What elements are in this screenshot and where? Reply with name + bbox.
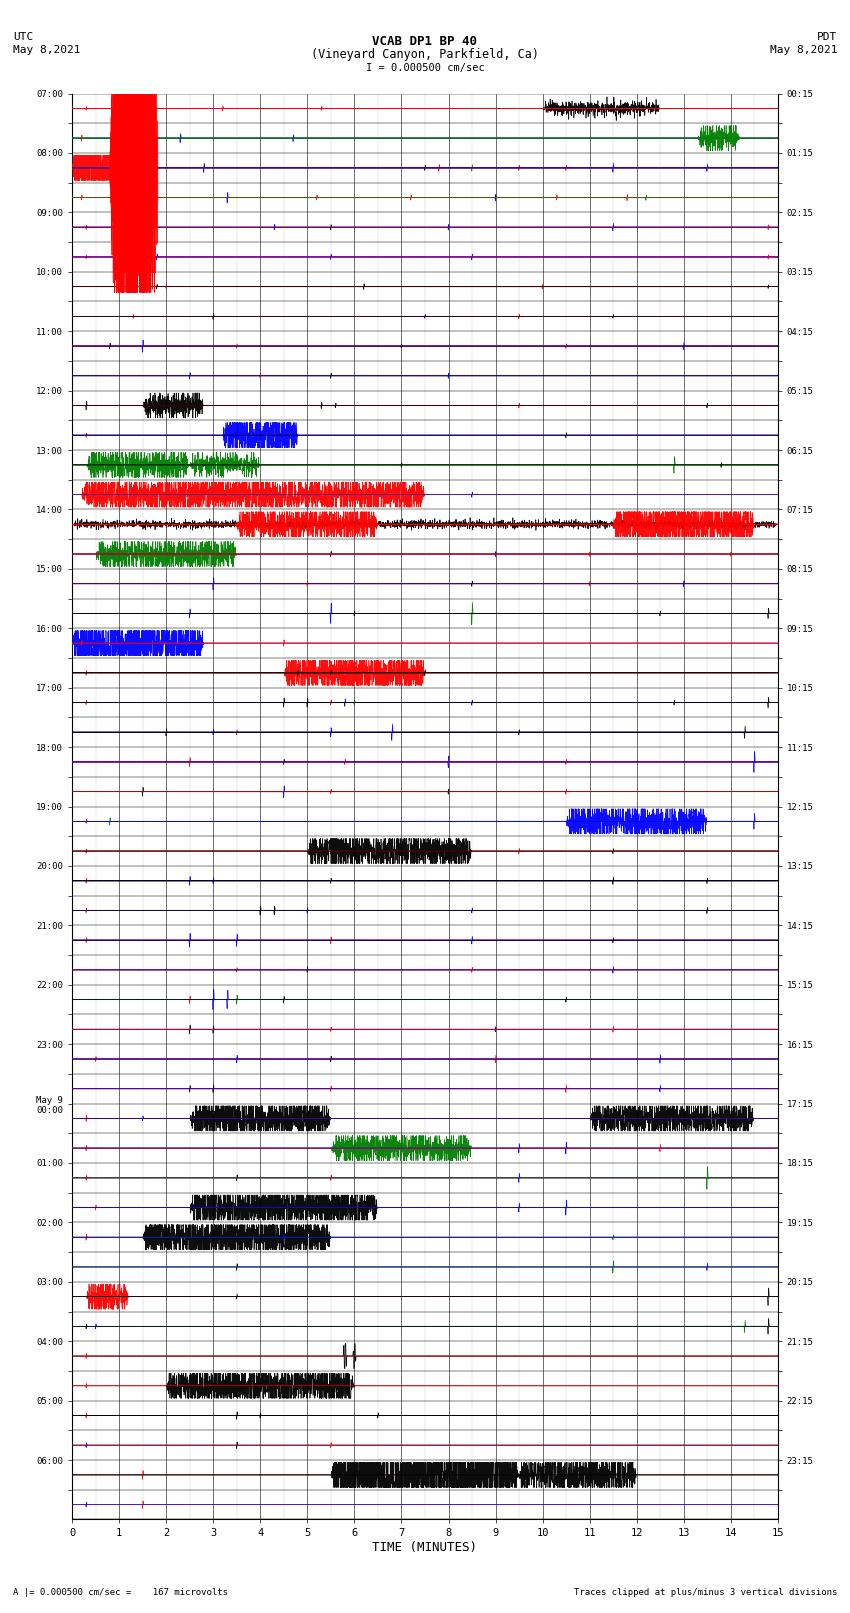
Text: I = 0.000500 cm/sec: I = 0.000500 cm/sec [366,63,484,73]
Text: (Vineyard Canyon, Parkfield, Ca): (Vineyard Canyon, Parkfield, Ca) [311,48,539,61]
Text: UTC: UTC [13,32,33,42]
Text: PDT: PDT [817,32,837,42]
Text: A |= 0.000500 cm/sec =    167 microvolts: A |= 0.000500 cm/sec = 167 microvolts [13,1587,228,1597]
Text: May 8,2021: May 8,2021 [13,45,80,55]
Text: VCAB DP1 BP 40: VCAB DP1 BP 40 [372,35,478,48]
Text: Traces clipped at plus/minus 3 vertical divisions: Traces clipped at plus/minus 3 vertical … [574,1587,837,1597]
Text: May 8,2021: May 8,2021 [770,45,837,55]
X-axis label: TIME (MINUTES): TIME (MINUTES) [372,1542,478,1555]
